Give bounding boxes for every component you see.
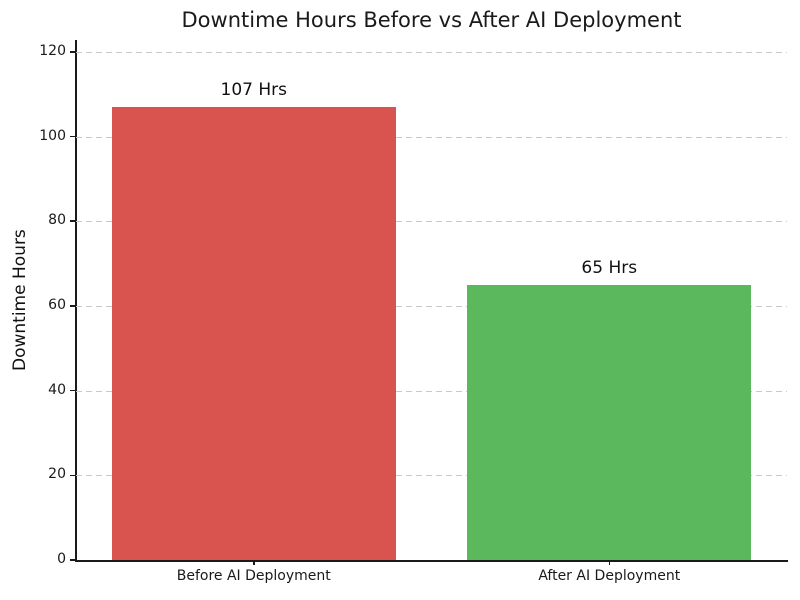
gridline-y-60 xyxy=(76,305,787,307)
x-axis-spine xyxy=(75,560,788,562)
gridline-y-80 xyxy=(76,221,787,223)
x-tick-label: Before AI Deployment xyxy=(176,568,331,584)
y-tick-mark xyxy=(70,389,76,392)
gridline-y-20 xyxy=(76,475,787,477)
gridline-y-100 xyxy=(76,136,787,138)
y-tick-label: 100 xyxy=(39,127,66,144)
chart-title: Downtime Hours Before vs After AI Deploy… xyxy=(181,8,682,32)
x-tick-mark xyxy=(608,560,610,565)
bar-1 xyxy=(467,284,752,560)
y-tick-label: 80 xyxy=(48,212,66,229)
y-tick-label: 0 xyxy=(57,551,66,567)
bar-value-label: 107 Hrs xyxy=(220,79,287,100)
x-tick-mark xyxy=(253,560,255,565)
bar-0 xyxy=(111,106,396,560)
gridline-y-40 xyxy=(76,390,787,392)
x-tick-label: After AI Deployment xyxy=(538,568,681,584)
y-tick-mark xyxy=(70,474,76,477)
y-tick-mark xyxy=(70,559,76,561)
y-tick-label: 20 xyxy=(48,466,66,483)
y-tick-mark xyxy=(70,220,76,222)
y-tick-label: 60 xyxy=(48,296,66,313)
plot-area xyxy=(75,40,788,562)
y-tick-mark xyxy=(70,51,76,53)
gridline-y-120 xyxy=(76,51,787,53)
y-axis-spine xyxy=(75,40,77,562)
bar-value-label: 65 Hrs xyxy=(581,257,638,278)
y-tick-mark xyxy=(70,135,76,138)
y-tick-label: 40 xyxy=(48,381,66,398)
y-tick-mark xyxy=(70,305,76,307)
y-axis-label: Downtime Hours xyxy=(10,229,30,371)
y-tick-label: 120 xyxy=(39,42,66,59)
